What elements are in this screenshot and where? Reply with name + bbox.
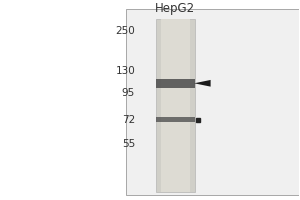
Text: HepG2: HepG2: [155, 2, 195, 15]
Text: 130: 130: [115, 66, 135, 76]
Bar: [156, 117, 195, 122]
Bar: [160, 19, 190, 192]
Text: 95: 95: [122, 88, 135, 98]
Bar: [156, 79, 195, 88]
Text: 250: 250: [115, 26, 135, 36]
Bar: [156, 19, 195, 192]
Text: 55: 55: [122, 139, 135, 149]
Text: 72: 72: [122, 115, 135, 125]
Polygon shape: [194, 80, 211, 87]
Bar: [126, 9, 299, 195]
